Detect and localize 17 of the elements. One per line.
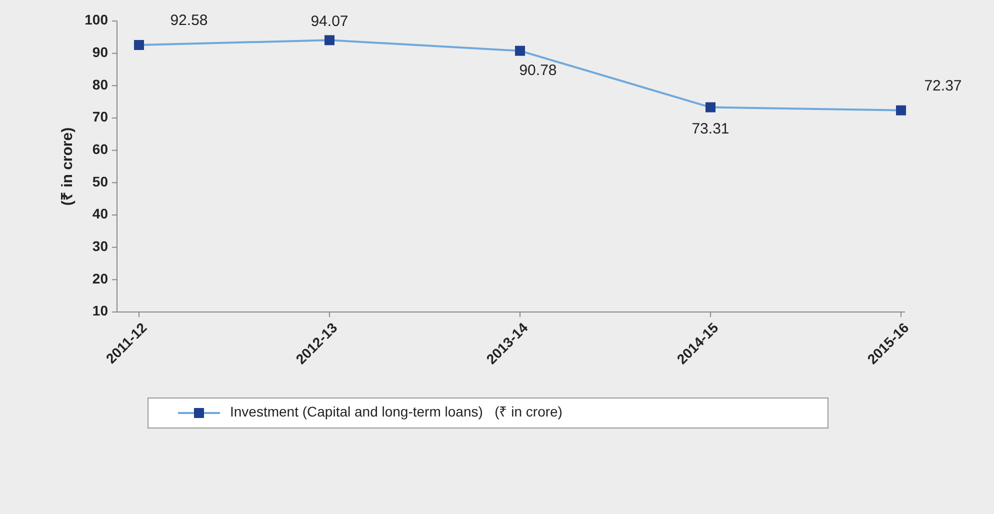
data-label: 92.58 — [170, 12, 208, 29]
data-label: 73.31 — [692, 120, 730, 138]
y-axis-title: (₹ in crore) — [58, 127, 76, 206]
y-tick-label: 10 — [92, 302, 108, 319]
data-label: 94.07 — [310, 13, 348, 30]
y-tick-label: 60 — [92, 141, 108, 158]
y-tick-label: 50 — [92, 173, 108, 190]
legend-label: Investment (Capital and long-term loans) (₹ in crore) — [230, 404, 562, 420]
data-label: 72.37 — [924, 77, 962, 94]
y-tick-label: 30 — [92, 238, 108, 254]
data-label: 90.78 — [519, 62, 557, 79]
y-tick-label: 90 — [92, 44, 108, 60]
y-tick-label: 100 — [84, 12, 108, 28]
y-tick-label: 80 — [92, 76, 108, 92]
y-tick-label: 40 — [92, 206, 108, 222]
y-tick-label: 70 — [92, 108, 108, 125]
y-tick-label: 20 — [92, 270, 108, 286]
